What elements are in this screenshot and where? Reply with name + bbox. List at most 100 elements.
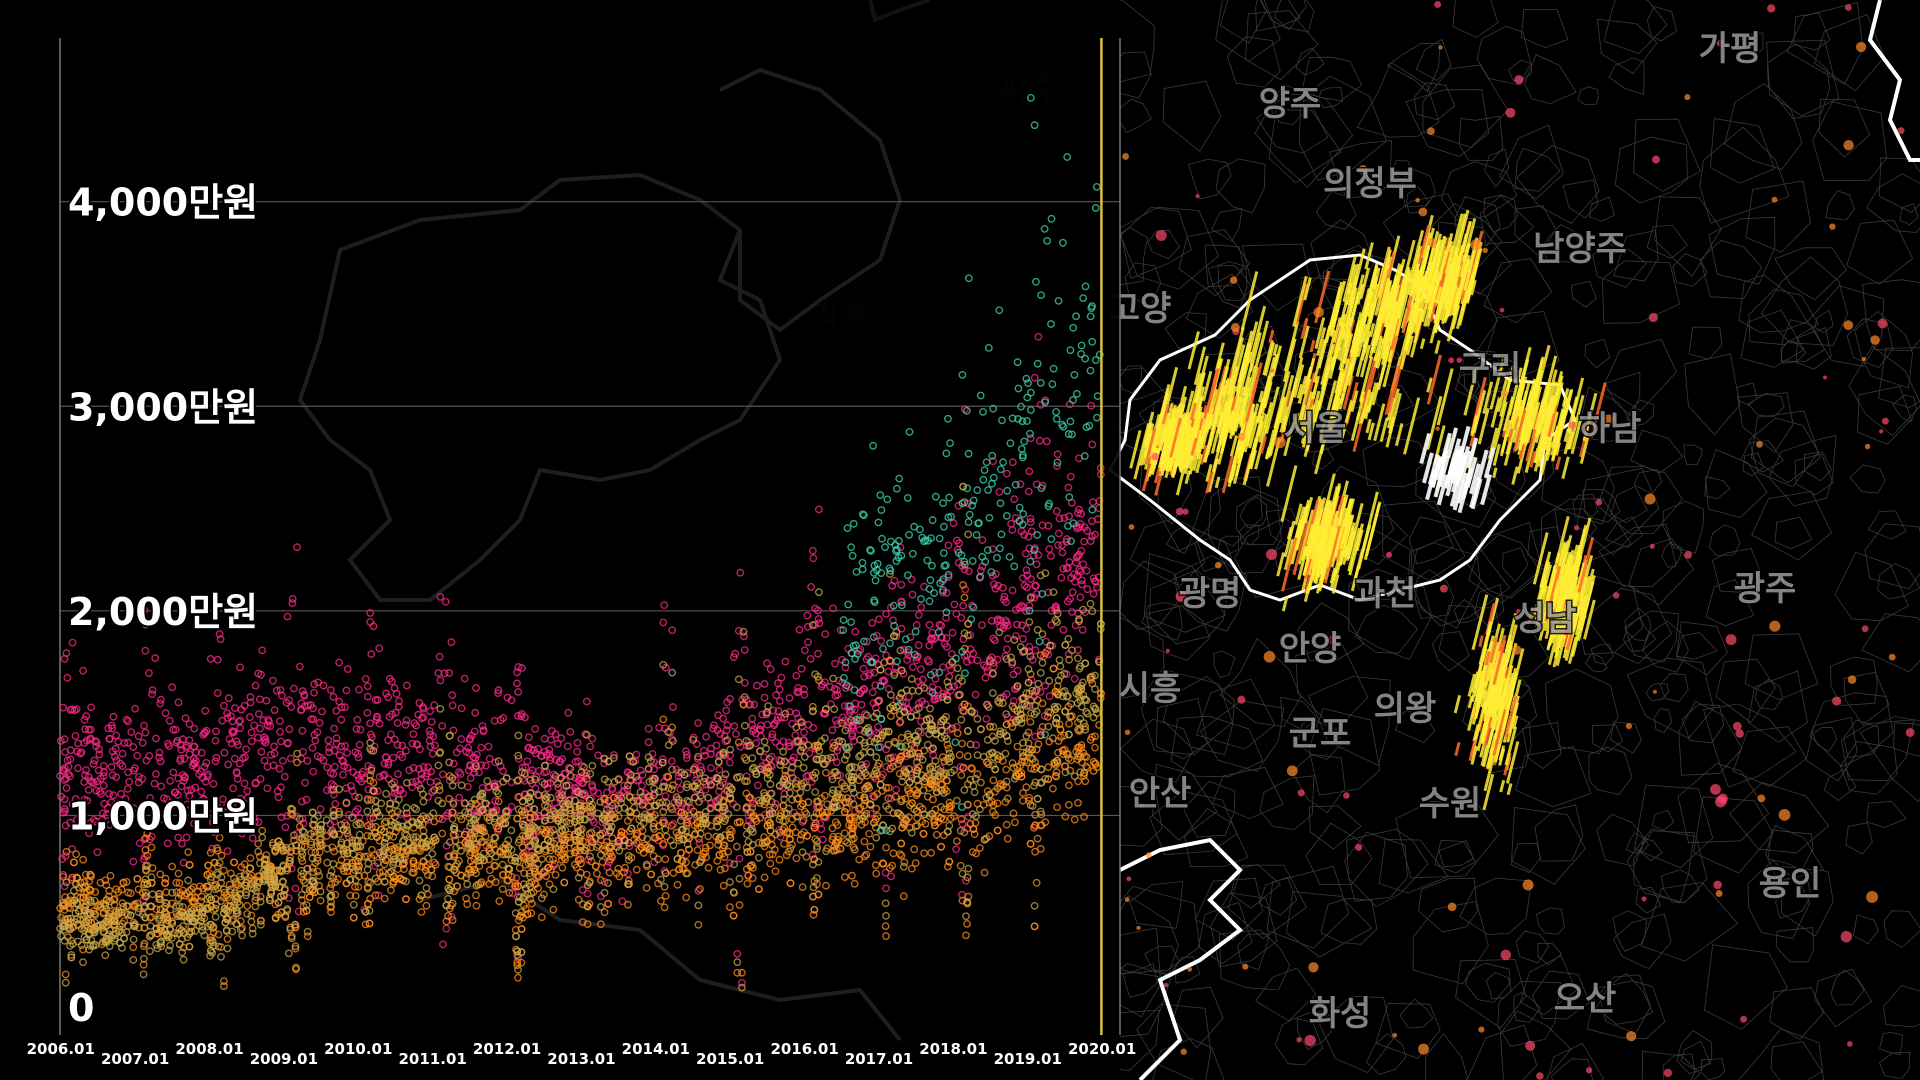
district-shape	[1219, 637, 1302, 728]
hotspot-streak	[1400, 272, 1412, 304]
scatter-points	[56, 94, 1105, 992]
district-shape	[1588, 196, 1615, 222]
hotspot-dot	[1427, 238, 1437, 248]
hotspot-dot	[1499, 307, 1505, 313]
district-shape	[1878, 347, 1920, 409]
hotspot-streak	[1356, 397, 1365, 420]
map-label: 시흥	[1119, 669, 1182, 709]
hotspot-streak	[1439, 289, 1446, 300]
hotspot-streak	[1342, 333, 1354, 364]
hotspot-streak	[1505, 741, 1520, 784]
district-shape	[1308, 805, 1362, 850]
data-point	[508, 889, 517, 897]
hotspot-streak	[1471, 594, 1489, 651]
hotspot-streak	[1534, 386, 1551, 437]
hotspot-dot	[1713, 880, 1722, 890]
district-shape	[1846, 219, 1914, 285]
district-shape	[1877, 563, 1920, 600]
district-shape	[1499, 124, 1564, 200]
district-shape	[1520, 9, 1569, 49]
hotspot-streak	[1382, 284, 1395, 324]
district-shape	[1818, 98, 1871, 158]
district-shape	[1524, 54, 1577, 105]
hotspot-streak	[1447, 284, 1458, 315]
data-point	[732, 730, 740, 738]
hotspot-streak	[1323, 525, 1341, 584]
hotspot-dot	[1536, 1072, 1544, 1080]
district-shape	[1455, 959, 1527, 1029]
data-point	[260, 756, 269, 765]
district-shape	[1867, 510, 1907, 540]
data-point	[980, 661, 988, 669]
hotspot-streak	[1169, 425, 1183, 466]
hotspot-streak	[1181, 443, 1188, 457]
data-point	[250, 817, 259, 826]
hotspot-streak	[1244, 437, 1258, 482]
hotspot-streak	[1306, 498, 1323, 555]
district-shape	[1513, 992, 1542, 1023]
hotspot-streak	[1398, 266, 1411, 304]
hotspot-streak	[1207, 414, 1215, 430]
hotspot-streak	[1556, 405, 1569, 444]
hotspot-dot	[1888, 653, 1896, 661]
district-shape	[1341, 526, 1411, 601]
hotspot-streak	[1554, 381, 1564, 407]
map-label: 과천	[1354, 574, 1417, 614]
district-shape	[1149, 790, 1238, 856]
hotspot-dot	[1175, 590, 1187, 602]
hotspot-streak	[1205, 472, 1214, 494]
hotspot-core	[1436, 474, 1449, 506]
data-point	[197, 787, 206, 796]
data-point	[836, 626, 845, 634]
hotspot-streak	[1368, 323, 1376, 338]
district-shape	[1140, 669, 1233, 756]
hotspot-dot	[1482, 247, 1488, 254]
hotspot-dot	[1237, 695, 1246, 704]
district-shape	[1266, 865, 1350, 949]
hotspot-streak	[1486, 746, 1495, 769]
hotspot-streak	[1230, 396, 1243, 435]
hotspot-streak	[1444, 246, 1459, 292]
hotspot-streak	[1299, 372, 1316, 426]
hotspot-dot	[1304, 1034, 1316, 1047]
hotspot-streak	[1294, 519, 1303, 541]
map-label: 광주	[1734, 569, 1797, 609]
district-shape	[1598, 524, 1677, 588]
district-shape	[1804, 451, 1832, 482]
hotspot-streak	[1163, 404, 1177, 446]
hotspot-streak	[1155, 388, 1170, 434]
hotspot-dot	[1470, 239, 1482, 251]
hotspot-core	[1459, 450, 1472, 482]
hotspot-dot	[1649, 543, 1655, 549]
district-shape	[1239, 496, 1268, 529]
hotspot-core	[1430, 456, 1443, 488]
data-point	[1034, 332, 1043, 341]
data-point	[840, 702, 849, 710]
hotspot-streak	[1319, 437, 1327, 455]
hotspot-streak	[1410, 278, 1417, 295]
hotspot-dot	[1392, 1032, 1398, 1038]
hotspot-streak	[1171, 438, 1185, 478]
data-point	[481, 761, 490, 770]
hotspot-streak	[1213, 358, 1231, 418]
district-shape	[1481, 310, 1560, 378]
hotspot-dot	[1514, 75, 1524, 85]
district-shape	[1700, 240, 1762, 299]
hotspot-streak	[1377, 282, 1392, 327]
district-shape	[1237, 933, 1270, 971]
data-point	[887, 794, 895, 803]
hotspot-streak	[1193, 346, 1207, 386]
data-point	[871, 681, 880, 690]
data-point	[251, 681, 260, 690]
district-shape	[1297, 718, 1344, 760]
hotspot-streak	[1548, 552, 1561, 591]
hotspot-streak	[1557, 595, 1567, 621]
hotspot-streak	[1506, 783, 1513, 796]
hotspot-dot	[1847, 1041, 1853, 1047]
hotspot-streak	[1360, 344, 1371, 378]
hotspot-dot	[1595, 498, 1603, 506]
hotspot-streak	[1218, 377, 1231, 416]
hotspot-streak	[1321, 525, 1333, 560]
hotspot-streak	[1254, 320, 1270, 369]
hotspot-streak	[1357, 291, 1374, 346]
